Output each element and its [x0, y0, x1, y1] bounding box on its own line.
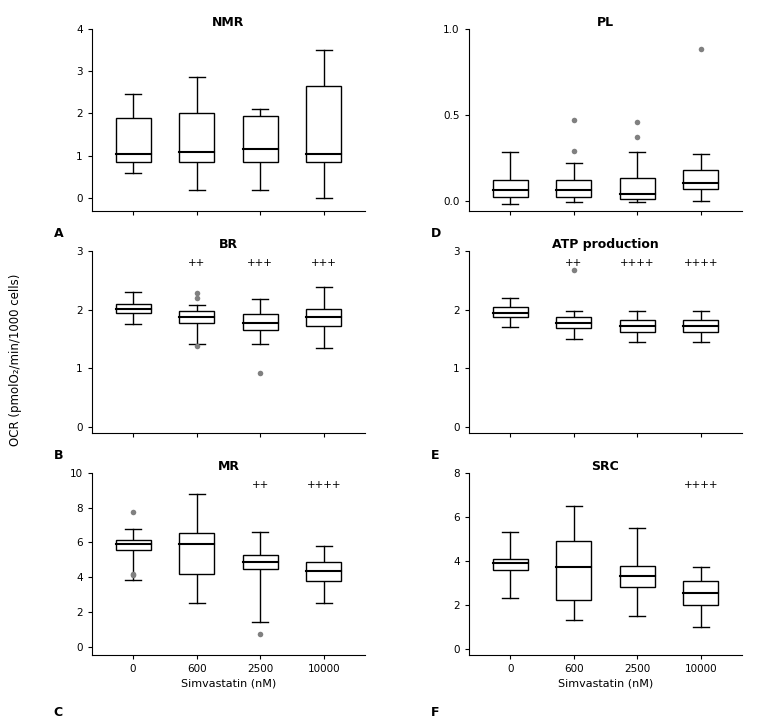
Title: SRC: SRC	[591, 460, 620, 473]
Bar	[683, 320, 718, 332]
Text: +++: +++	[311, 258, 337, 269]
Bar	[179, 312, 214, 323]
Text: E: E	[431, 449, 439, 462]
Bar	[620, 567, 655, 588]
Bar	[179, 114, 214, 162]
Title: PL: PL	[597, 16, 614, 29]
Text: F: F	[431, 706, 439, 719]
Bar	[683, 580, 718, 605]
Text: +++: +++	[247, 258, 273, 269]
Bar	[683, 170, 718, 189]
Bar	[306, 308, 341, 326]
Title: BR: BR	[219, 238, 238, 251]
Text: A: A	[54, 227, 63, 240]
Text: C: C	[54, 706, 63, 719]
Text: B: B	[54, 449, 63, 462]
Text: ++++: ++++	[307, 480, 341, 490]
Text: ++: ++	[188, 258, 205, 269]
Bar	[116, 118, 151, 162]
Bar	[116, 304, 151, 312]
Text: ++++: ++++	[683, 480, 718, 490]
Title: MR: MR	[217, 460, 239, 473]
X-axis label: Simvastatin (nM): Simvastatin (nM)	[558, 678, 653, 688]
Bar	[620, 179, 655, 199]
X-axis label: Simvastatin (nM): Simvastatin (nM)	[181, 678, 276, 688]
Bar	[243, 554, 278, 570]
Title: ATP production: ATP production	[552, 238, 659, 251]
Text: ++: ++	[565, 258, 582, 269]
Text: D: D	[431, 227, 441, 240]
Text: OCR (pmolO₂/min/1000 cells): OCR (pmolO₂/min/1000 cells)	[9, 274, 21, 446]
Bar	[243, 116, 278, 162]
Bar	[306, 562, 341, 582]
Bar	[620, 320, 655, 332]
Bar	[493, 180, 528, 197]
Text: ++++: ++++	[683, 258, 718, 269]
Text: ++++: ++++	[620, 258, 655, 269]
Bar	[306, 86, 341, 162]
Bar	[556, 541, 591, 600]
Bar	[493, 559, 528, 570]
Bar	[493, 307, 528, 317]
Bar	[116, 540, 151, 550]
Bar	[556, 180, 591, 197]
Title: NMR: NMR	[212, 16, 245, 29]
Bar	[556, 318, 591, 328]
Text: ++: ++	[252, 480, 269, 490]
Bar	[179, 533, 214, 574]
Bar	[243, 315, 278, 330]
